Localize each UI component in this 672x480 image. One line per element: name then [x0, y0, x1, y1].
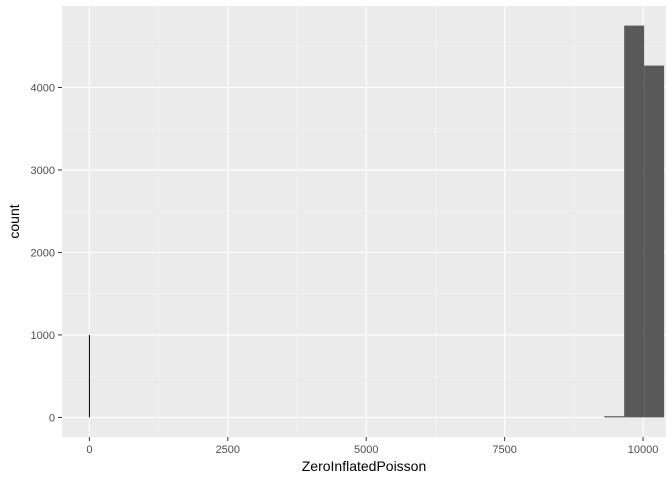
y-tick-label: 4000 — [31, 82, 55, 94]
x-tick-label: 5000 — [354, 444, 378, 456]
x-tick-label: 0 — [86, 444, 92, 456]
y-tick-label: 2000 — [31, 247, 55, 259]
histogram-bar — [604, 416, 625, 418]
x-tick-label: 2500 — [216, 444, 240, 456]
x-tick-label: 7500 — [492, 444, 516, 456]
histogram-bar — [644, 65, 665, 418]
y-axis-ticks: 0 1000 2000 3000 4000 — [31, 82, 62, 424]
y-tick-label: 0 — [49, 412, 55, 424]
y-tick-label: 3000 — [31, 165, 55, 177]
x-axis-title: ZeroInflatedPoisson — [302, 458, 427, 474]
x-tick-label: 10000 — [628, 444, 659, 456]
y-axis-title: count — [6, 204, 22, 238]
histogram-bars — [88, 25, 665, 418]
x-axis-ticks: 0 2500 5000 7500 10000 — [86, 437, 658, 456]
plot-panel — [62, 6, 666, 437]
y-tick-label: 1000 — [31, 330, 55, 342]
histogram-bar — [624, 25, 645, 418]
